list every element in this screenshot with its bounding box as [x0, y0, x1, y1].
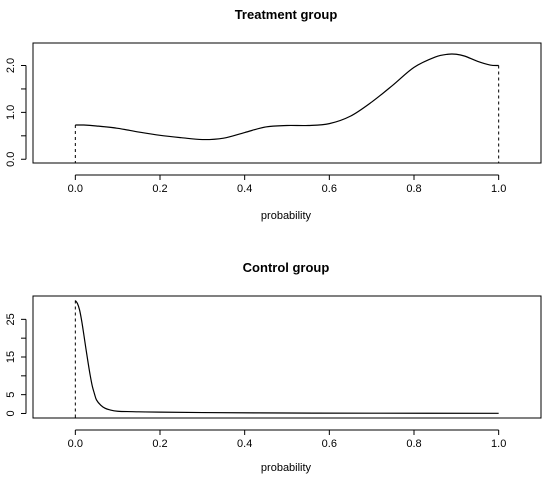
- x-tick-label: 0.8: [406, 183, 421, 195]
- y-tick-label: 0.0: [5, 152, 17, 167]
- y-axis-treatment: 0.0 1.0 2.0: [5, 58, 27, 167]
- x-tick-label: 0.2: [152, 183, 167, 195]
- panel-title-control: Control group: [243, 260, 330, 275]
- plot-frame-treatment: [32, 42, 542, 164]
- x-axis-control: 0.0 0.2 0.4 0.6 0.8 1.0: [68, 429, 506, 450]
- y-tick-label: 25: [5, 313, 17, 325]
- panel-treatment: Treatment group 0.0 0.2 0.4 0.6 0.8 1.0 0.0 1.…: [5, 7, 542, 222]
- x-axis-label-control: probability: [261, 462, 312, 474]
- density-curve-control: [74, 300, 499, 414]
- plot-frame-control: [32, 295, 542, 419]
- y-tick-label: 5: [5, 392, 17, 398]
- x-tick-label: 0.0: [68, 438, 83, 450]
- x-tick-label: 1.0: [491, 438, 506, 450]
- x-axis-label-treatment: probability: [261, 210, 312, 222]
- y-tick-label: 15: [5, 351, 17, 363]
- x-tick-label: 0.4: [237, 183, 252, 195]
- boundary-lines-treatment: [74, 65, 500, 163]
- x-tick-label: 0.4: [237, 438, 252, 450]
- y-axis-control: 0 5 15 25: [5, 313, 27, 417]
- y-tick-label: 1.0: [5, 105, 17, 120]
- x-tick-label: 0.0: [68, 183, 83, 195]
- x-tick-label: 0.6: [322, 183, 337, 195]
- y-tick-label: 2.0: [5, 58, 17, 73]
- panel-title-treatment: Treatment group: [235, 7, 338, 22]
- x-tick-label: 0.2: [152, 438, 167, 450]
- density-curve-treatment: [75, 53, 499, 141]
- panel-control: Control group 0.0 0.2 0.4 0.6 0.8 1.0 051525 …: [5, 260, 542, 474]
- x-tick-label: 0.8: [406, 438, 421, 450]
- x-tick-label: 1.0: [491, 183, 506, 195]
- x-axis-treatment: 0.0 0.2 0.4 0.6 0.8 1.0: [68, 174, 506, 195]
- y-tick-label: 0: [5, 410, 17, 416]
- x-tick-label: 0.6: [322, 438, 337, 450]
